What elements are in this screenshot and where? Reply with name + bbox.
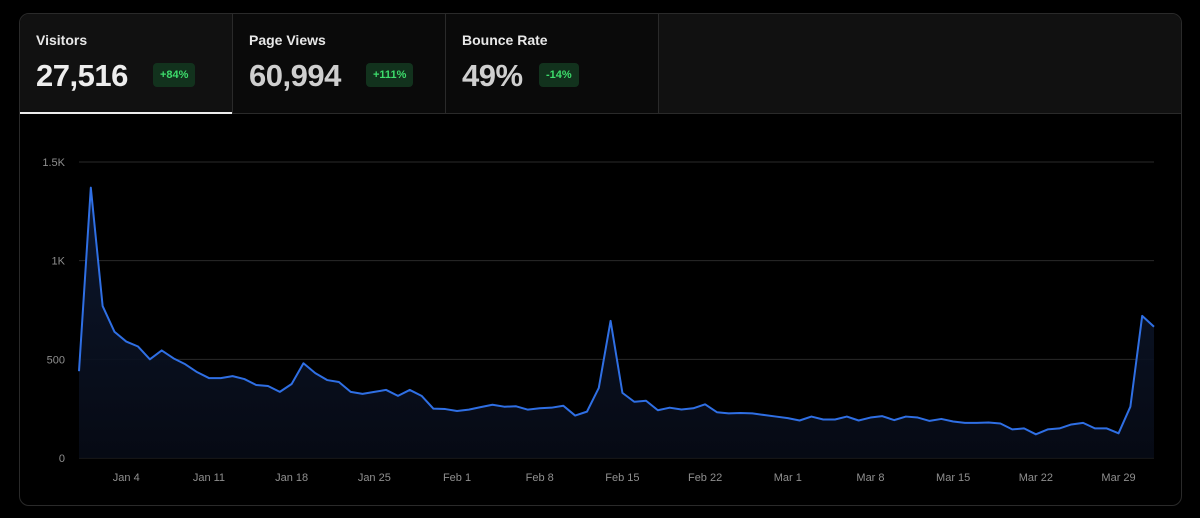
y-tick-label: 1.5K: [42, 157, 65, 169]
x-tick-label: Feb 15: [605, 472, 639, 484]
metric-value: 60,994: [249, 58, 341, 93]
series-line: [78, 186, 1155, 436]
change-badge: +84%: [153, 63, 196, 87]
x-tick-label: Jan 11: [193, 472, 225, 484]
visitors-chart: 0 500 1K 1.5K Jan 4 Jan 11 Jan 18 Jan 25 Feb 1 Fe…: [42, 157, 1155, 484]
y-tick-label: 1K: [52, 256, 66, 268]
x-tick-label: Mar 15: [936, 472, 970, 484]
x-tick-label: Jan 4: [113, 472, 140, 484]
x-tick-label: Mar 1: [774, 472, 802, 484]
tab-bounce-rate[interactable]: Bounce Rate 49% -14%: [446, 14, 659, 113]
x-tick-label: Feb 8: [526, 472, 554, 484]
tab-bar-filler: [659, 14, 1181, 113]
tab-visitors[interactable]: Visitors 27,516 +84%: [20, 14, 233, 114]
y-tick-label: 0: [59, 453, 65, 465]
metric-label: Bounce Rate: [462, 32, 548, 48]
x-tick-label: Feb 22: [688, 472, 722, 484]
tab-page-views[interactable]: Page Views 60,994 +111%: [233, 14, 446, 113]
x-tick-label: Jan 25: [358, 472, 391, 484]
x-tick-label: Mar 8: [856, 472, 884, 484]
metric-label: Page Views: [249, 32, 326, 48]
change-badge: +111%: [366, 63, 414, 87]
x-tick-label: Jan 18: [275, 472, 308, 484]
series-area: [79, 187, 1154, 458]
metric-label: Visitors: [36, 32, 88, 48]
x-tick-label: Mar 22: [1019, 472, 1053, 484]
metric-tabs: Visitors 27,516 +84% Page Views 60,994 +…: [20, 14, 1181, 114]
x-tick-label: Feb 1: [443, 472, 471, 484]
metric-value: 27,516: [36, 58, 128, 93]
change-badge: -14%: [539, 63, 579, 87]
metric-value: 49%: [462, 58, 523, 93]
x-tick-label: Mar 29: [1101, 472, 1135, 484]
analytics-panel: Visitors 27,516 +84% Page Views 60,994 +…: [19, 13, 1182, 506]
y-tick-label: 500: [47, 354, 65, 366]
